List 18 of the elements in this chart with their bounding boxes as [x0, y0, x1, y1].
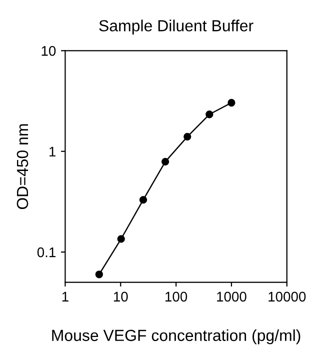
x-tick-label: 10: [114, 292, 128, 302]
point: [117, 235, 125, 243]
x-tick-label: 1000: [217, 292, 246, 302]
point: [206, 110, 214, 118]
x-tick-label: 1: [62, 292, 68, 302]
y-tick-label: 0.1: [37, 247, 56, 258]
point: [139, 196, 148, 204]
point: [228, 98, 236, 107]
y-axis-title: OD=450 nm: [16, 124, 28, 210]
x-axis-title: Mouse VEGF concentration (pg/ml): [52, 329, 300, 344]
y-tick-label: 10: [42, 46, 56, 56]
point: [184, 132, 192, 140]
point: [161, 158, 170, 166]
x-tick-label: 10000: [268, 292, 306, 302]
x-tick-label: 100: [166, 292, 188, 302]
y-tick-label: 1: [50, 146, 56, 156]
chart-title: Sample Diluent Buffer: [99, 20, 254, 35]
point: [95, 270, 103, 278]
